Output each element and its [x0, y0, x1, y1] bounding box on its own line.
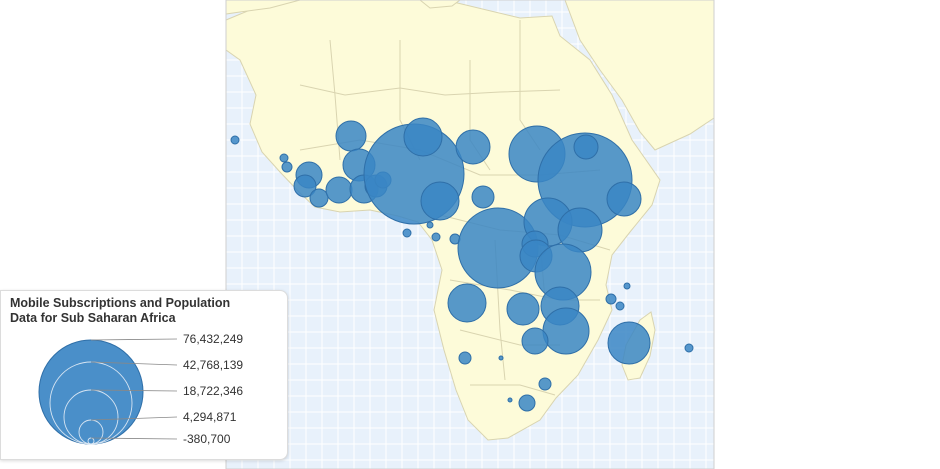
country-border — [470, 384, 556, 396]
map-frame — [225, 0, 715, 469]
legend-title: Mobile Subscriptions and Population Data… — [10, 296, 280, 326]
country-bubble[interactable] — [402, 228, 412, 238]
legend-leader-line — [90, 437, 178, 440]
country-bubble[interactable] — [293, 174, 317, 198]
legend-panel: 76,432,249 42,768,139 18,722,346 4,294,871 -… — [0, 290, 288, 460]
country-bubble[interactable] — [506, 292, 540, 326]
country-bubble[interactable] — [471, 185, 495, 209]
country-bubble[interactable] — [518, 394, 536, 412]
legend-leader-line — [90, 361, 178, 366]
country-bubble[interactable] — [606, 181, 642, 217]
legend-value-label: -380,700 — [183, 432, 231, 446]
country-bubble[interactable] — [538, 377, 552, 391]
legend-value-label: 18,722,346 — [183, 384, 243, 398]
country-bubble[interactable] — [455, 129, 491, 165]
country-bubble[interactable] — [420, 181, 460, 221]
legend-leader-line — [90, 338, 178, 341]
country-bubble[interactable] — [521, 327, 549, 355]
country-bubble[interactable] — [447, 283, 487, 323]
country-bubble[interactable] — [279, 153, 289, 163]
country-border — [449, 279, 600, 301]
country-bubble[interactable] — [309, 188, 329, 208]
legend-value-label: 42,768,139 — [183, 358, 243, 372]
legend-title-line-2: Data for Sub Saharan Africa — [10, 311, 176, 325]
country-bubble[interactable] — [230, 135, 240, 145]
legend-value-label: 4,294,871 — [183, 410, 237, 424]
country-bubble[interactable] — [426, 221, 434, 229]
country-bubble[interactable] — [623, 282, 631, 290]
country-bubble[interactable] — [325, 176, 353, 204]
country-bubble[interactable] — [684, 343, 694, 353]
country-bubble[interactable] — [335, 120, 367, 152]
legend-circles: 76,432,249 42,768,139 18,722,346 4,294,871 -… — [38, 332, 243, 446]
legend-leader-line — [90, 416, 178, 421]
country-bubble[interactable] — [431, 232, 441, 242]
country-bubble[interactable] — [605, 293, 617, 305]
country-bubble[interactable] — [573, 134, 599, 160]
legend-leader-line — [90, 389, 178, 392]
country-bubble[interactable] — [403, 117, 443, 157]
legend-value-label: 76,432,249 — [183, 332, 243, 346]
country-border — [299, 84, 561, 96]
country-bubble[interactable] — [281, 161, 293, 173]
country-bubble[interactable] — [507, 397, 513, 403]
country-bubble[interactable] — [498, 355, 504, 361]
legend-circle — [38, 339, 144, 445]
country-bubble[interactable] — [458, 351, 472, 365]
country-bubble[interactable] — [607, 321, 651, 365]
country-bubble[interactable] — [542, 307, 590, 355]
legend-title-line-1: Mobile Subscriptions and Population — [10, 296, 231, 310]
country-bubble[interactable] — [615, 301, 625, 311]
bubble-layer[interactable] — [230, 117, 694, 412]
